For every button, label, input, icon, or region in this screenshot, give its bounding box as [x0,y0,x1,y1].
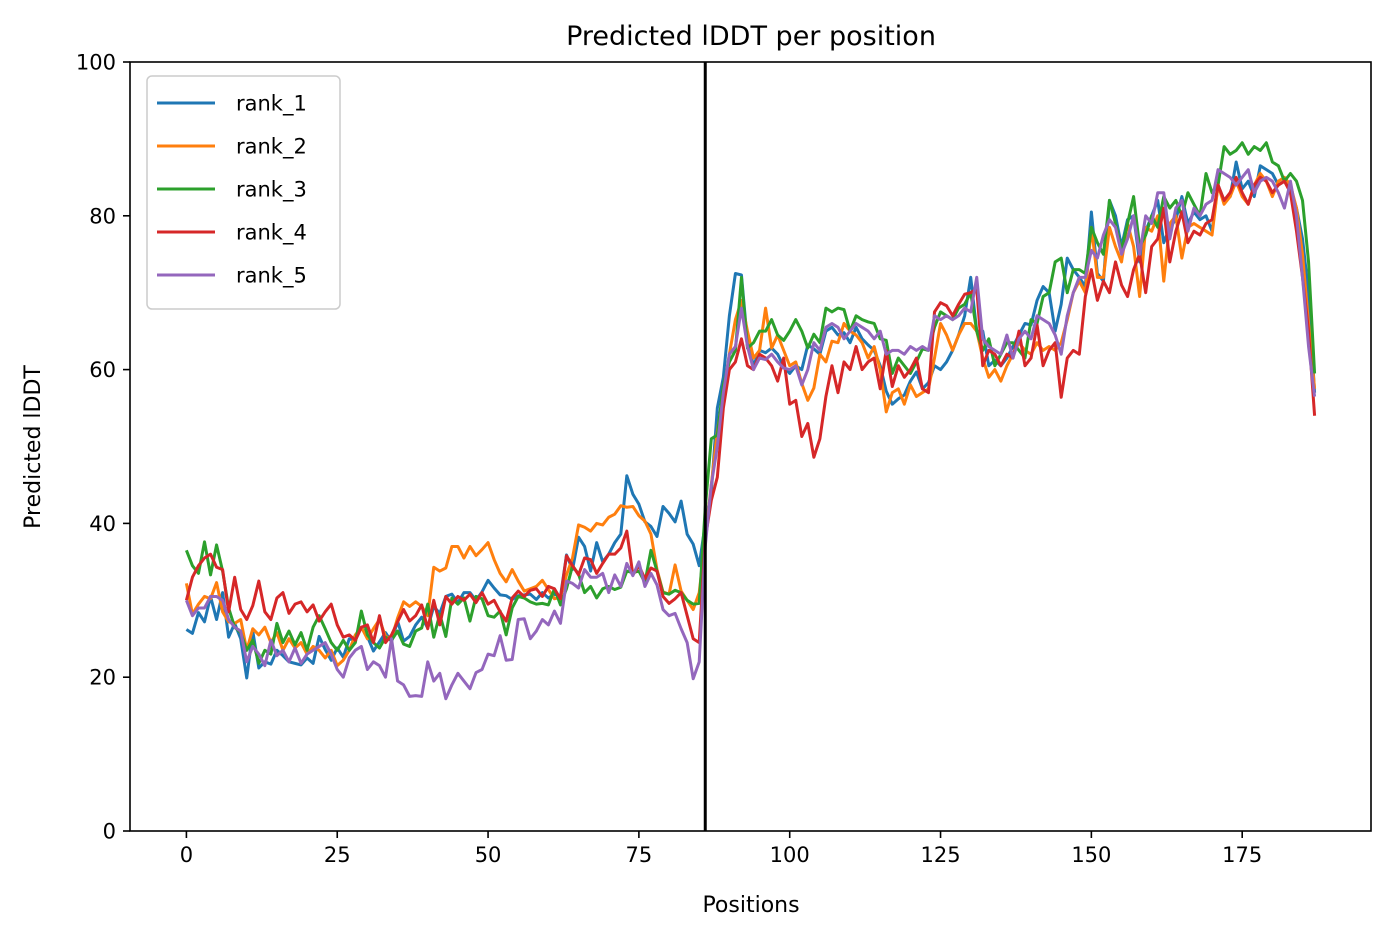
legend-label: rank_5 [236,264,307,289]
legend-label: rank_3 [236,178,307,203]
series-line-rank-5 [185,168,1317,701]
legend-label: rank_1 [236,92,307,117]
y-tick-label: 40 [89,512,116,536]
series-line-rank-4 [184,175,1317,645]
y-tick-label: 60 [89,358,116,382]
legend-box [146,75,341,310]
chart-title: Predicted lDDT per position [566,21,936,52]
x-tick-label: 100 [770,843,810,867]
legend: rank_1 rank_2 rank_3 rank_4 rank_5 [146,75,341,310]
y-tick-label: 0 [103,820,116,844]
x-tick-label: 175 [1222,843,1262,867]
y-tick-label: 20 [89,666,116,690]
y-tick-label: 80 [89,204,116,228]
y-axis-ticks: 0 20 40 60 80 100 [76,51,130,844]
x-tick-label: 0 [180,843,193,867]
y-tick-label: 100 [76,51,116,75]
series-line-rank-2 [184,172,1317,668]
legend-label: rank_2 [236,135,307,160]
x-tick-label: 50 [475,843,502,867]
x-tick-label: 150 [1071,843,1111,867]
legend-label: rank_4 [236,221,307,246]
x-tick-label: 125 [920,843,960,867]
plot-frame [129,61,1372,832]
series-layer [184,141,1317,701]
x-axis-label: Positions [702,893,799,918]
x-tick-label: 25 [324,843,351,867]
x-tick-label: 75 [626,843,653,867]
y-axis-label: Predicted lDDT [21,365,46,529]
x-axis-ticks: 0 25 50 75 100 125 150 175 [180,831,1262,867]
